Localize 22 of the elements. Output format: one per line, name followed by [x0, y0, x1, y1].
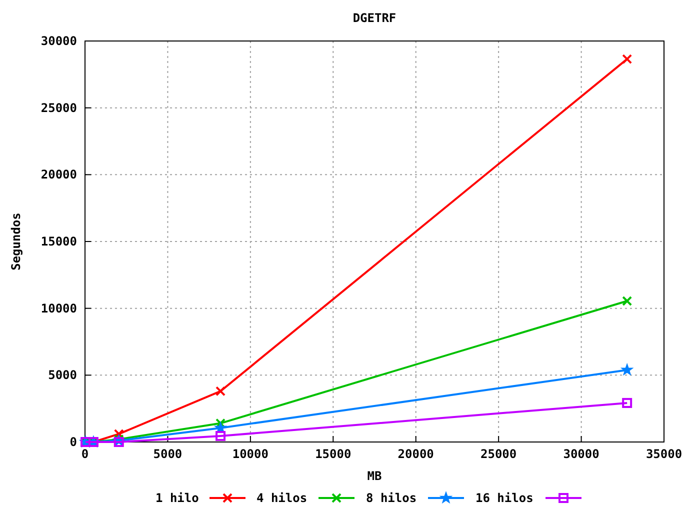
- x-tick-label: 35000: [646, 447, 682, 461]
- x-tick-label: 0: [81, 447, 89, 461]
- legend-label: 16 hilos: [476, 491, 534, 505]
- x-tick-label: 10000: [232, 447, 268, 461]
- y-tick-label: 15000: [40, 234, 77, 248]
- x-tick-label: 30000: [563, 447, 600, 461]
- x-axis-title: MB: [367, 469, 382, 483]
- x-tick-label: 25000: [480, 447, 517, 461]
- legend-label: 8 hilos: [366, 491, 417, 505]
- y-tick-label: 10000: [40, 301, 77, 316]
- y-axis-title: Segundos: [9, 212, 23, 270]
- legend-label: 4 hilos: [256, 491, 308, 505]
- legend-label: 1 hilo: [156, 491, 199, 505]
- y-tick-label: 25000: [40, 100, 77, 115]
- x-tick-label: 20000: [398, 447, 434, 461]
- x-tick-label: 5000: [153, 447, 182, 461]
- chart-title: DGETRF: [352, 11, 396, 25]
- x-tick-label: 15000: [315, 447, 352, 461]
- y-tick-label: 5000: [48, 368, 77, 382]
- y-tick-label: 30000: [40, 34, 77, 48]
- y-tick-label: 20000: [40, 168, 77, 182]
- y-tick-label: 0: [70, 435, 77, 449]
